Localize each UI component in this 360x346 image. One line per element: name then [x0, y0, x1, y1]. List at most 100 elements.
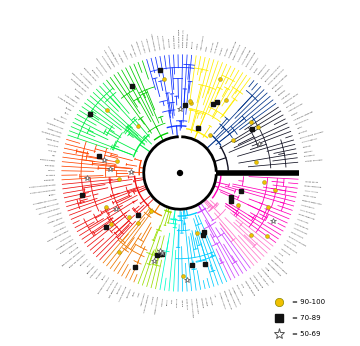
Text: Great Pyrenees: Great Pyrenees [250, 57, 259, 70]
Text: German Husky: German Husky [161, 35, 164, 49]
Text: Coonhound: Coonhound [80, 258, 89, 266]
Text: West Highland White: West Highland White [289, 234, 307, 245]
Text: Norwegian Elkhound: Norwegian Elkhound [57, 239, 74, 250]
Text: Lagotto Romagnolo: Lagotto Romagnolo [261, 267, 275, 282]
Text: Irish Water Spaniel: Irish Water Spaniel [258, 271, 270, 285]
Text: Labrador Retriever: Labrador Retriever [95, 57, 107, 72]
Text: Am. Staffordshire: Am. Staffordshire [80, 72, 92, 85]
Text: Akita: Akita [172, 298, 174, 303]
Text: Old English Sheepdog: Old English Sheepdog [293, 111, 313, 120]
Text: Tibetan Terrier: Tibetan Terrier [45, 138, 59, 143]
Text: Belgian Malinois: Belgian Malinois [254, 273, 264, 286]
Text: Bouvier des Flandres: Bouvier des Flandres [225, 290, 233, 309]
Text: Tibetan Spaniel: Tibetan Spaniel [187, 33, 189, 48]
Text: Shiba Inu: Shiba Inu [177, 298, 179, 307]
Text: Bearded Collie: Bearded Collie [295, 119, 308, 125]
Text: German Shepherd: German Shepherd [220, 291, 226, 308]
Text: Belgian Sheepdog: Belgian Sheepdog [246, 279, 256, 294]
Text: Rat Terrier: Rat Terrier [286, 102, 295, 108]
Text: English Pointer: English Pointer [135, 40, 141, 54]
Text: American Eskimo: American Eskimo [289, 103, 303, 112]
Text: Malinois2: Malinois2 [302, 145, 312, 148]
Text: Finnish Lapphund: Finnish Lapphund [238, 47, 247, 62]
Text: Puli: Puli [215, 293, 217, 297]
Text: Basenji2: Basenji2 [192, 40, 194, 48]
Text: Poodle: Poodle [278, 250, 284, 255]
Text: Miniature Bull Terrier: Miniature Bull Terrier [69, 78, 85, 92]
Text: Greenland Dog: Greenland Dog [156, 35, 159, 50]
Text: Komondor: Komondor [211, 294, 214, 304]
Text: Basset Hound: Basset Hound [107, 279, 115, 291]
Text: Vizsla: Vizsla [129, 53, 132, 58]
Text: Dachshund: Dachshund [117, 284, 123, 294]
Text: Lakeland Terrier: Lakeland Terrier [293, 226, 307, 233]
Text: Cairn Terrier: Cairn Terrier [287, 238, 297, 245]
Text: Dobermann: Dobermann [201, 296, 204, 308]
Text: Plott Hound: Plott Hound [69, 247, 80, 254]
Text: Saluki: Saluki [138, 292, 141, 298]
Text: Pomeranian: Pomeranian [44, 180, 55, 181]
Text: Tibetan Mastiff (Am): Tibetan Mastiff (Am) [177, 28, 179, 48]
Text: Tibetan Mastiff (Ch): Tibetan Mastiff (Ch) [182, 29, 184, 48]
Text: Irish Terrier: Irish Terrier [281, 93, 290, 100]
Text: = 70-89: = 70-89 [292, 315, 321, 321]
Text: Manchester Terrier: Manchester Terrier [284, 93, 299, 104]
Text: Briard: Briard [297, 127, 303, 129]
Text: Akita2: Akita2 [206, 45, 208, 51]
Text: Afghan Hound2: Afghan Hound2 [201, 35, 205, 50]
Text: Cane Corso: Cane Corso [95, 66, 103, 75]
Text: German Shorthaired Pointer: German Shorthaired Pointer [29, 184, 55, 188]
Text: Russell Terrier: Russell Terrier [304, 189, 318, 191]
Text: Italian Greyhound: Italian Greyhound [119, 286, 127, 302]
Text: = 50-69: = 50-69 [292, 331, 320, 337]
Text: Toy Fox Terrier: Toy Fox Terrier [305, 179, 319, 181]
Text: Welsh Springer Spaniel: Welsh Springer Spaniel [39, 208, 60, 215]
Text: Border Collie: Border Collie [238, 284, 244, 295]
Text: Shetland Sheepdog: Shetland Sheepdog [233, 286, 242, 303]
Text: Bichon Frise: Bichon Frise [275, 254, 284, 262]
Text: German Wirehaired Pointer: German Wirehaired Pointer [30, 189, 56, 194]
Text: Polish Lowland Sheepdog: Polish Lowland Sheepdog [300, 131, 324, 138]
Text: Iceland Sheepdog: Iceland Sheepdog [242, 49, 251, 65]
Text: Bull Terrier: Bull Terrier [74, 88, 82, 95]
Text: Beagle: Beagle [102, 274, 107, 280]
Text: Dutch Shepherd: Dutch Shepherd [301, 138, 317, 143]
Text: Toy Poodle: Toy Poodle [45, 175, 55, 176]
Text: Lhasa Apso: Lhasa Apso [47, 144, 58, 147]
Text: Brittany: Brittany [49, 194, 57, 197]
Text: Rottweiler: Rottweiler [206, 295, 209, 305]
Text: Shar-Pei: Shar-Pei [182, 298, 183, 306]
Text: Sealyham Terrier: Sealyham Terrier [284, 242, 298, 252]
Text: Belgian Tervuren: Belgian Tervuren [250, 276, 260, 290]
Text: Welsh Terrier: Welsh Terrier [297, 217, 309, 222]
Text: Samoyed2: Samoyed2 [167, 38, 169, 48]
Text: Soft Coated Wheaten: Soft Coated Wheaten [302, 198, 323, 203]
Text: Afghan Hound: Afghan Hound [140, 293, 145, 307]
Text: English Bull Terrier: English Bull Terrier [82, 67, 95, 81]
Text: Kerry Blue Terrier: Kerry Blue Terrier [300, 208, 316, 213]
Text: Greyhound: Greyhound [127, 288, 132, 298]
Text: Chow Chow2: Chow Chow2 [215, 41, 220, 53]
Text: Bedlington Terrier: Bedlington Terrier [299, 212, 315, 218]
Text: Dalmatian: Dalmatian [278, 89, 287, 96]
Text: Catalan Sheepdog: Catalan Sheepdog [305, 160, 322, 162]
Text: Saint Bernard: Saint Bernard [261, 68, 271, 79]
Text: Bloodhound: Bloodhound [87, 265, 95, 274]
Text: Chesapeake Bay Retriever: Chesapeake Bay Retriever [33, 199, 58, 205]
Text: Cocker Spaniel: Cocker Spaniel [54, 226, 67, 233]
Text: Giant Schnauzer: Giant Schnauzer [197, 297, 200, 313]
Text: Basenji: Basenji [167, 298, 169, 304]
Text: Karelian Bear Dog: Karelian Bear Dog [246, 52, 256, 67]
Text: Yorkshire Terrier: Yorkshire Terrier [47, 128, 62, 133]
Text: Laekenois: Laekenois [303, 150, 313, 153]
Text: Mastino Abruzzese: Mastino Abruzzese [155, 296, 159, 314]
Text: Swedish Vallhund: Swedish Vallhund [233, 44, 242, 60]
Text: Maltese: Maltese [47, 170, 55, 171]
Text: Black Tan Coonhound: Black Tan Coonhound [69, 254, 85, 268]
Text: Petit Basset Griffon: Petit Basset Griffon [109, 282, 119, 298]
Text: Collie: Collie [242, 281, 245, 286]
Text: Greater Swiss Mtn Dog: Greater Swiss Mtn Dog [269, 69, 285, 85]
Text: Field Spaniel: Field Spaniel [53, 222, 65, 227]
Text: Appenzeller: Appenzeller [275, 84, 284, 92]
Text: Kuvasz: Kuvasz [254, 66, 259, 73]
